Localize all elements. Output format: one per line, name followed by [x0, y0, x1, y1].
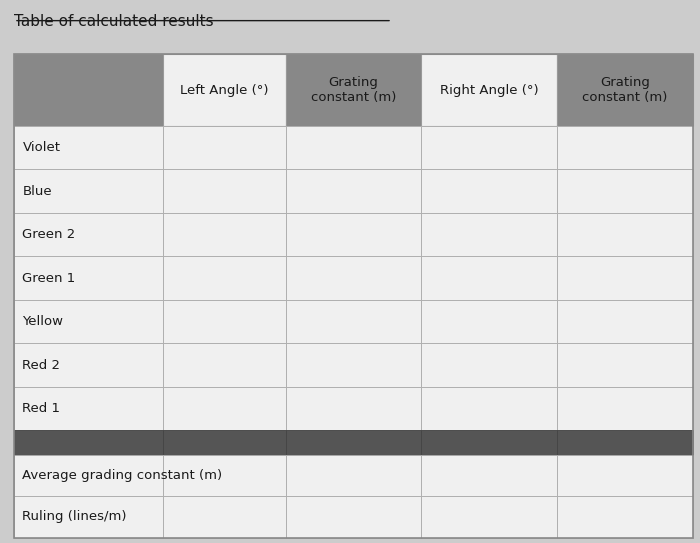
Text: Left Angle (°): Left Angle (°): [180, 84, 269, 97]
Bar: [163, 455, 286, 496]
Text: Green 2: Green 2: [22, 228, 76, 241]
Text: Grating
constant (m): Grating constant (m): [311, 76, 396, 104]
Bar: [557, 430, 693, 455]
Bar: [14, 387, 163, 430]
Bar: [14, 343, 163, 387]
Bar: [557, 455, 693, 496]
Bar: [421, 430, 557, 455]
Bar: [14, 126, 163, 169]
Bar: [421, 169, 557, 213]
Bar: [163, 256, 286, 300]
Bar: [557, 496, 693, 538]
Bar: [286, 126, 421, 169]
Bar: [14, 169, 163, 213]
Bar: [286, 213, 421, 256]
Bar: [163, 496, 286, 538]
Bar: [286, 300, 421, 343]
Bar: [163, 54, 286, 126]
Bar: [421, 387, 557, 430]
Bar: [14, 54, 693, 538]
Bar: [421, 343, 557, 387]
Bar: [163, 430, 286, 455]
Bar: [557, 54, 693, 126]
Bar: [14, 496, 163, 538]
Bar: [14, 213, 163, 256]
Bar: [286, 455, 421, 496]
Text: Ruling (lines/m): Ruling (lines/m): [22, 510, 127, 523]
Bar: [163, 343, 286, 387]
Bar: [421, 496, 557, 538]
Bar: [557, 387, 693, 430]
Bar: [163, 126, 286, 169]
Bar: [163, 387, 286, 430]
Text: Violet: Violet: [22, 141, 60, 154]
Bar: [14, 430, 163, 455]
Bar: [14, 54, 163, 126]
Bar: [557, 126, 693, 169]
Text: Red 1: Red 1: [22, 402, 60, 415]
Bar: [286, 54, 421, 126]
Bar: [557, 169, 693, 213]
Bar: [163, 169, 286, 213]
Text: Right Angle (°): Right Angle (°): [440, 84, 538, 97]
Bar: [286, 256, 421, 300]
Text: Average grading constant (m): Average grading constant (m): [22, 469, 223, 482]
Text: Grating
constant (m): Grating constant (m): [582, 76, 668, 104]
Bar: [557, 213, 693, 256]
Text: Yellow: Yellow: [22, 315, 64, 328]
Bar: [421, 455, 557, 496]
Bar: [286, 343, 421, 387]
Bar: [421, 54, 557, 126]
Bar: [421, 256, 557, 300]
Text: Red 2: Red 2: [22, 358, 60, 371]
Text: Table of calculated results: Table of calculated results: [14, 14, 213, 29]
Bar: [421, 126, 557, 169]
Bar: [286, 496, 421, 538]
Bar: [557, 256, 693, 300]
Bar: [286, 387, 421, 430]
Bar: [286, 430, 421, 455]
Bar: [421, 300, 557, 343]
Bar: [14, 256, 163, 300]
Bar: [286, 169, 421, 213]
Text: Blue: Blue: [22, 185, 52, 198]
Bar: [14, 455, 163, 496]
Bar: [421, 213, 557, 256]
Bar: [557, 343, 693, 387]
Bar: [163, 213, 286, 256]
Bar: [557, 300, 693, 343]
Text: Green 1: Green 1: [22, 272, 76, 285]
Bar: [14, 300, 163, 343]
Bar: [163, 300, 286, 343]
